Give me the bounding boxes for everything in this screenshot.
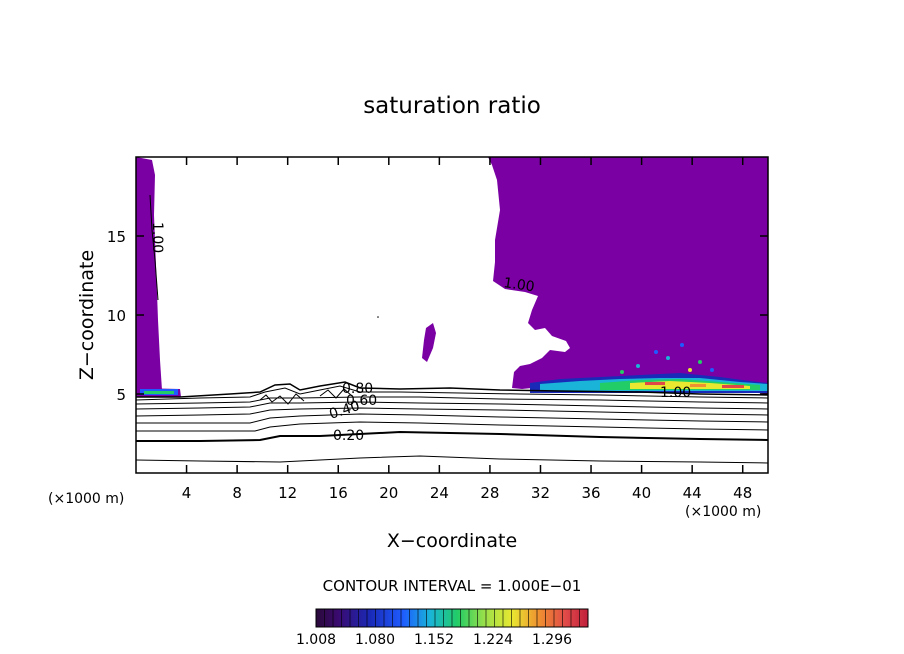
chart-title: saturation ratio xyxy=(363,93,541,119)
x-axis: 4 8 12 16 20 24 28 32 36 40 44 48 xyxy=(182,157,752,502)
x-tick-label: 20 xyxy=(379,484,398,502)
x-unit-right: (×1000 m) xyxy=(685,504,761,520)
colorbar-tick-label: 1.224 xyxy=(473,632,513,648)
supersaturated-region-left xyxy=(136,157,162,392)
supersaturated-blob-mid xyxy=(422,323,436,362)
contour-label: 1.00 xyxy=(149,222,165,253)
x-axis-label: X−coordinate xyxy=(387,530,517,552)
colorbar-tick-label: 1.008 xyxy=(296,632,336,648)
contour-interval-label: CONTOUR INTERVAL = 1.000E−01 xyxy=(323,577,582,595)
colorbar-tick-group: 1.008 1.080 1.152 1.224 1.296 xyxy=(296,609,580,648)
x-tick-label: 44 xyxy=(683,484,702,502)
contour-label: 0.20 xyxy=(333,428,364,444)
y-tick-label: 5 xyxy=(116,386,126,404)
x-tick-label: 28 xyxy=(480,484,499,502)
x-tick-label: 24 xyxy=(430,484,449,502)
plot-area xyxy=(136,157,768,464)
x-tick-label: 36 xyxy=(581,484,600,502)
y-tick-label: 15 xyxy=(107,228,126,246)
x-tick-label: 12 xyxy=(278,484,297,502)
contour-label: 1.00 xyxy=(502,275,535,295)
x-tick-label: 32 xyxy=(531,484,550,502)
contour-label: 1.00 xyxy=(660,385,691,401)
x-tick-label: 4 xyxy=(182,484,192,502)
high-saturation-patches xyxy=(140,343,768,395)
colorbar-tick-label: 1.152 xyxy=(414,632,454,648)
contour-label: 0.60 xyxy=(346,393,377,409)
y-axis: 5 10 15 xyxy=(107,228,768,404)
supersaturated-region-right xyxy=(488,157,768,394)
y-tick-label: 10 xyxy=(107,307,126,325)
x-tick-label: 48 xyxy=(733,484,752,502)
contour-label: 0.40 xyxy=(327,398,362,423)
colorbar-tick-label: 1.080 xyxy=(355,632,395,648)
y-axis-label: Z−coordinate xyxy=(76,250,98,380)
contour-lines xyxy=(136,194,768,464)
contour-label: 0.80 xyxy=(342,381,373,397)
colorbar-tick-label: 1.296 xyxy=(532,632,572,648)
x-tick-label: 8 xyxy=(232,484,242,502)
x-tick-label: 16 xyxy=(329,484,348,502)
x-unit-left: (×1000 m) xyxy=(48,491,124,507)
x-tick-label: 40 xyxy=(632,484,651,502)
